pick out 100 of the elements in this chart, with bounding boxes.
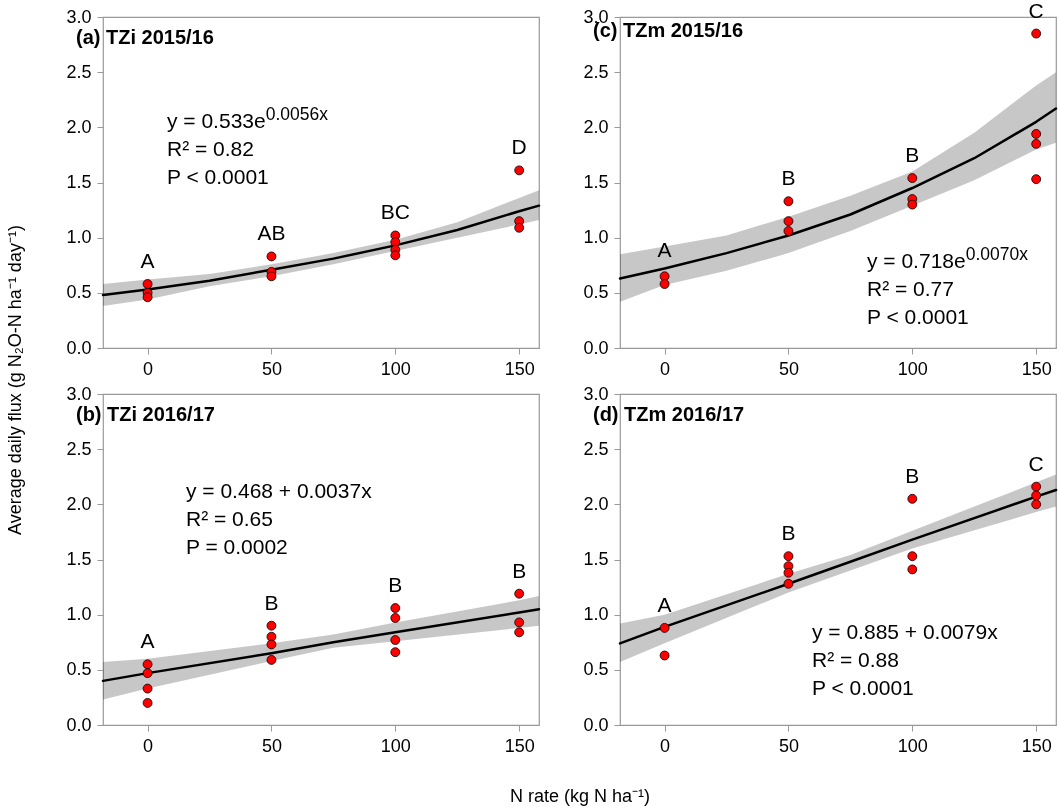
point xyxy=(1031,174,1042,185)
point xyxy=(783,196,794,207)
point xyxy=(659,623,670,633)
point xyxy=(1031,481,1042,492)
x-tick-label: 50 xyxy=(261,735,282,756)
point xyxy=(390,647,401,658)
y-axis-title: Average daily flux (g N₂O-N ha⁻¹ day⁻¹) xyxy=(4,225,26,535)
y-tick-label: 0.5 xyxy=(66,282,92,303)
x-tick-label: 150 xyxy=(504,358,535,379)
point xyxy=(907,199,918,210)
annotation: P < 0.0001 xyxy=(812,675,915,701)
line-series xyxy=(618,107,1058,280)
annotation: BC xyxy=(380,200,410,224)
x-tick-label: 100 xyxy=(897,735,928,756)
y-tick-label: 1.0 xyxy=(583,604,609,625)
point xyxy=(390,635,401,645)
annotation: B xyxy=(512,558,527,582)
y-tick-label: 2.5 xyxy=(583,438,609,459)
annotation: C xyxy=(1028,451,1044,475)
point xyxy=(907,173,918,183)
point xyxy=(514,588,525,599)
y-tick-label: 1.5 xyxy=(583,549,609,569)
x-tick-label: 50 xyxy=(778,735,799,756)
annotation: B xyxy=(905,143,920,167)
annotation: P = 0.0002 xyxy=(186,534,289,560)
annotation: A xyxy=(140,629,155,653)
annotation: P < 0.0001 xyxy=(167,164,270,190)
x-axis-title: N rate (kg N ha⁻¹) xyxy=(509,785,651,807)
x-tick-label: 150 xyxy=(504,735,535,756)
point xyxy=(390,250,401,261)
y-tick-label: 1.0 xyxy=(583,227,609,248)
point xyxy=(142,668,153,679)
point xyxy=(514,617,525,628)
point xyxy=(390,603,401,613)
y-tick-label: 1.5 xyxy=(66,549,92,569)
annotation: R² = 0.82 xyxy=(167,136,255,162)
point xyxy=(659,279,670,289)
annotation: y = 0.468 + 0.0037x xyxy=(186,478,372,504)
point xyxy=(266,251,277,262)
y-tick-label: 2.5 xyxy=(66,438,92,459)
y-tick-label: 0.0 xyxy=(66,337,92,358)
y-tick-label: 2.0 xyxy=(66,116,92,137)
x-tick-label: 150 xyxy=(1021,358,1052,379)
point xyxy=(142,683,153,694)
annotation: C xyxy=(1028,0,1044,22)
point xyxy=(266,631,277,642)
point xyxy=(783,578,794,589)
line-series xyxy=(101,204,541,297)
point xyxy=(907,564,918,575)
point xyxy=(907,551,918,562)
annotation: A xyxy=(657,592,672,616)
y-tick-label: 3.0 xyxy=(66,6,92,27)
y-tick-label: 2.0 xyxy=(66,493,92,514)
annotation: A xyxy=(140,249,155,273)
annotation: y = 0.885 + 0.0079x xyxy=(812,619,998,645)
x-tick-label: 0 xyxy=(660,735,671,756)
annotation: y = 0.718e$^{0.0070x}$ xyxy=(867,243,1028,274)
annotation: R² = 0.88 xyxy=(812,647,900,673)
y-tick-label: 0.5 xyxy=(66,659,92,680)
annotation: B xyxy=(388,573,403,597)
point xyxy=(1031,28,1042,39)
annotation: R² = 0.77 xyxy=(867,276,955,302)
y-tick-label: 0.0 xyxy=(66,714,92,735)
point xyxy=(266,620,277,631)
y-tick-label: 1.5 xyxy=(66,172,92,192)
annotation: B xyxy=(781,166,796,190)
y-tick-label: 3.0 xyxy=(583,383,609,404)
annotation: B xyxy=(781,521,796,545)
y-tick-label: 1.5 xyxy=(583,172,609,192)
point xyxy=(1031,129,1042,139)
point xyxy=(390,613,401,623)
y-tick-label: 1.0 xyxy=(66,604,92,625)
x-tick-label: 50 xyxy=(778,358,799,379)
x-tick-label: 0 xyxy=(143,735,154,756)
x-tick-label: 0 xyxy=(143,358,154,379)
chart-title: (b) TZi 2016/17 xyxy=(75,403,215,425)
x-tick-label: 100 xyxy=(380,735,411,756)
point xyxy=(783,216,794,226)
point xyxy=(1031,499,1042,510)
annotation: A xyxy=(657,237,672,261)
annotation: AB xyxy=(257,221,286,245)
annotation: P < 0.0001 xyxy=(867,304,970,330)
annotation: D xyxy=(511,135,527,159)
point xyxy=(514,627,525,638)
y-tick-label: 0.0 xyxy=(583,714,609,735)
y-tick-label: 0.0 xyxy=(583,337,609,358)
point xyxy=(659,650,670,661)
line-series xyxy=(618,488,1058,645)
y-tick-label: 2.0 xyxy=(583,493,609,514)
point xyxy=(142,659,153,670)
point xyxy=(266,271,277,282)
x-tick-label: 150 xyxy=(1021,735,1052,756)
point xyxy=(907,493,918,504)
x-tick-label: 100 xyxy=(897,358,928,379)
y-tick-label: 2.0 xyxy=(583,116,609,137)
y-tick-label: 3.0 xyxy=(66,383,92,404)
y-tick-label: 0.5 xyxy=(583,659,609,680)
point xyxy=(783,226,794,236)
y-tick-label: 1.0 xyxy=(66,227,92,248)
x-tick-label: 0 xyxy=(660,358,671,379)
